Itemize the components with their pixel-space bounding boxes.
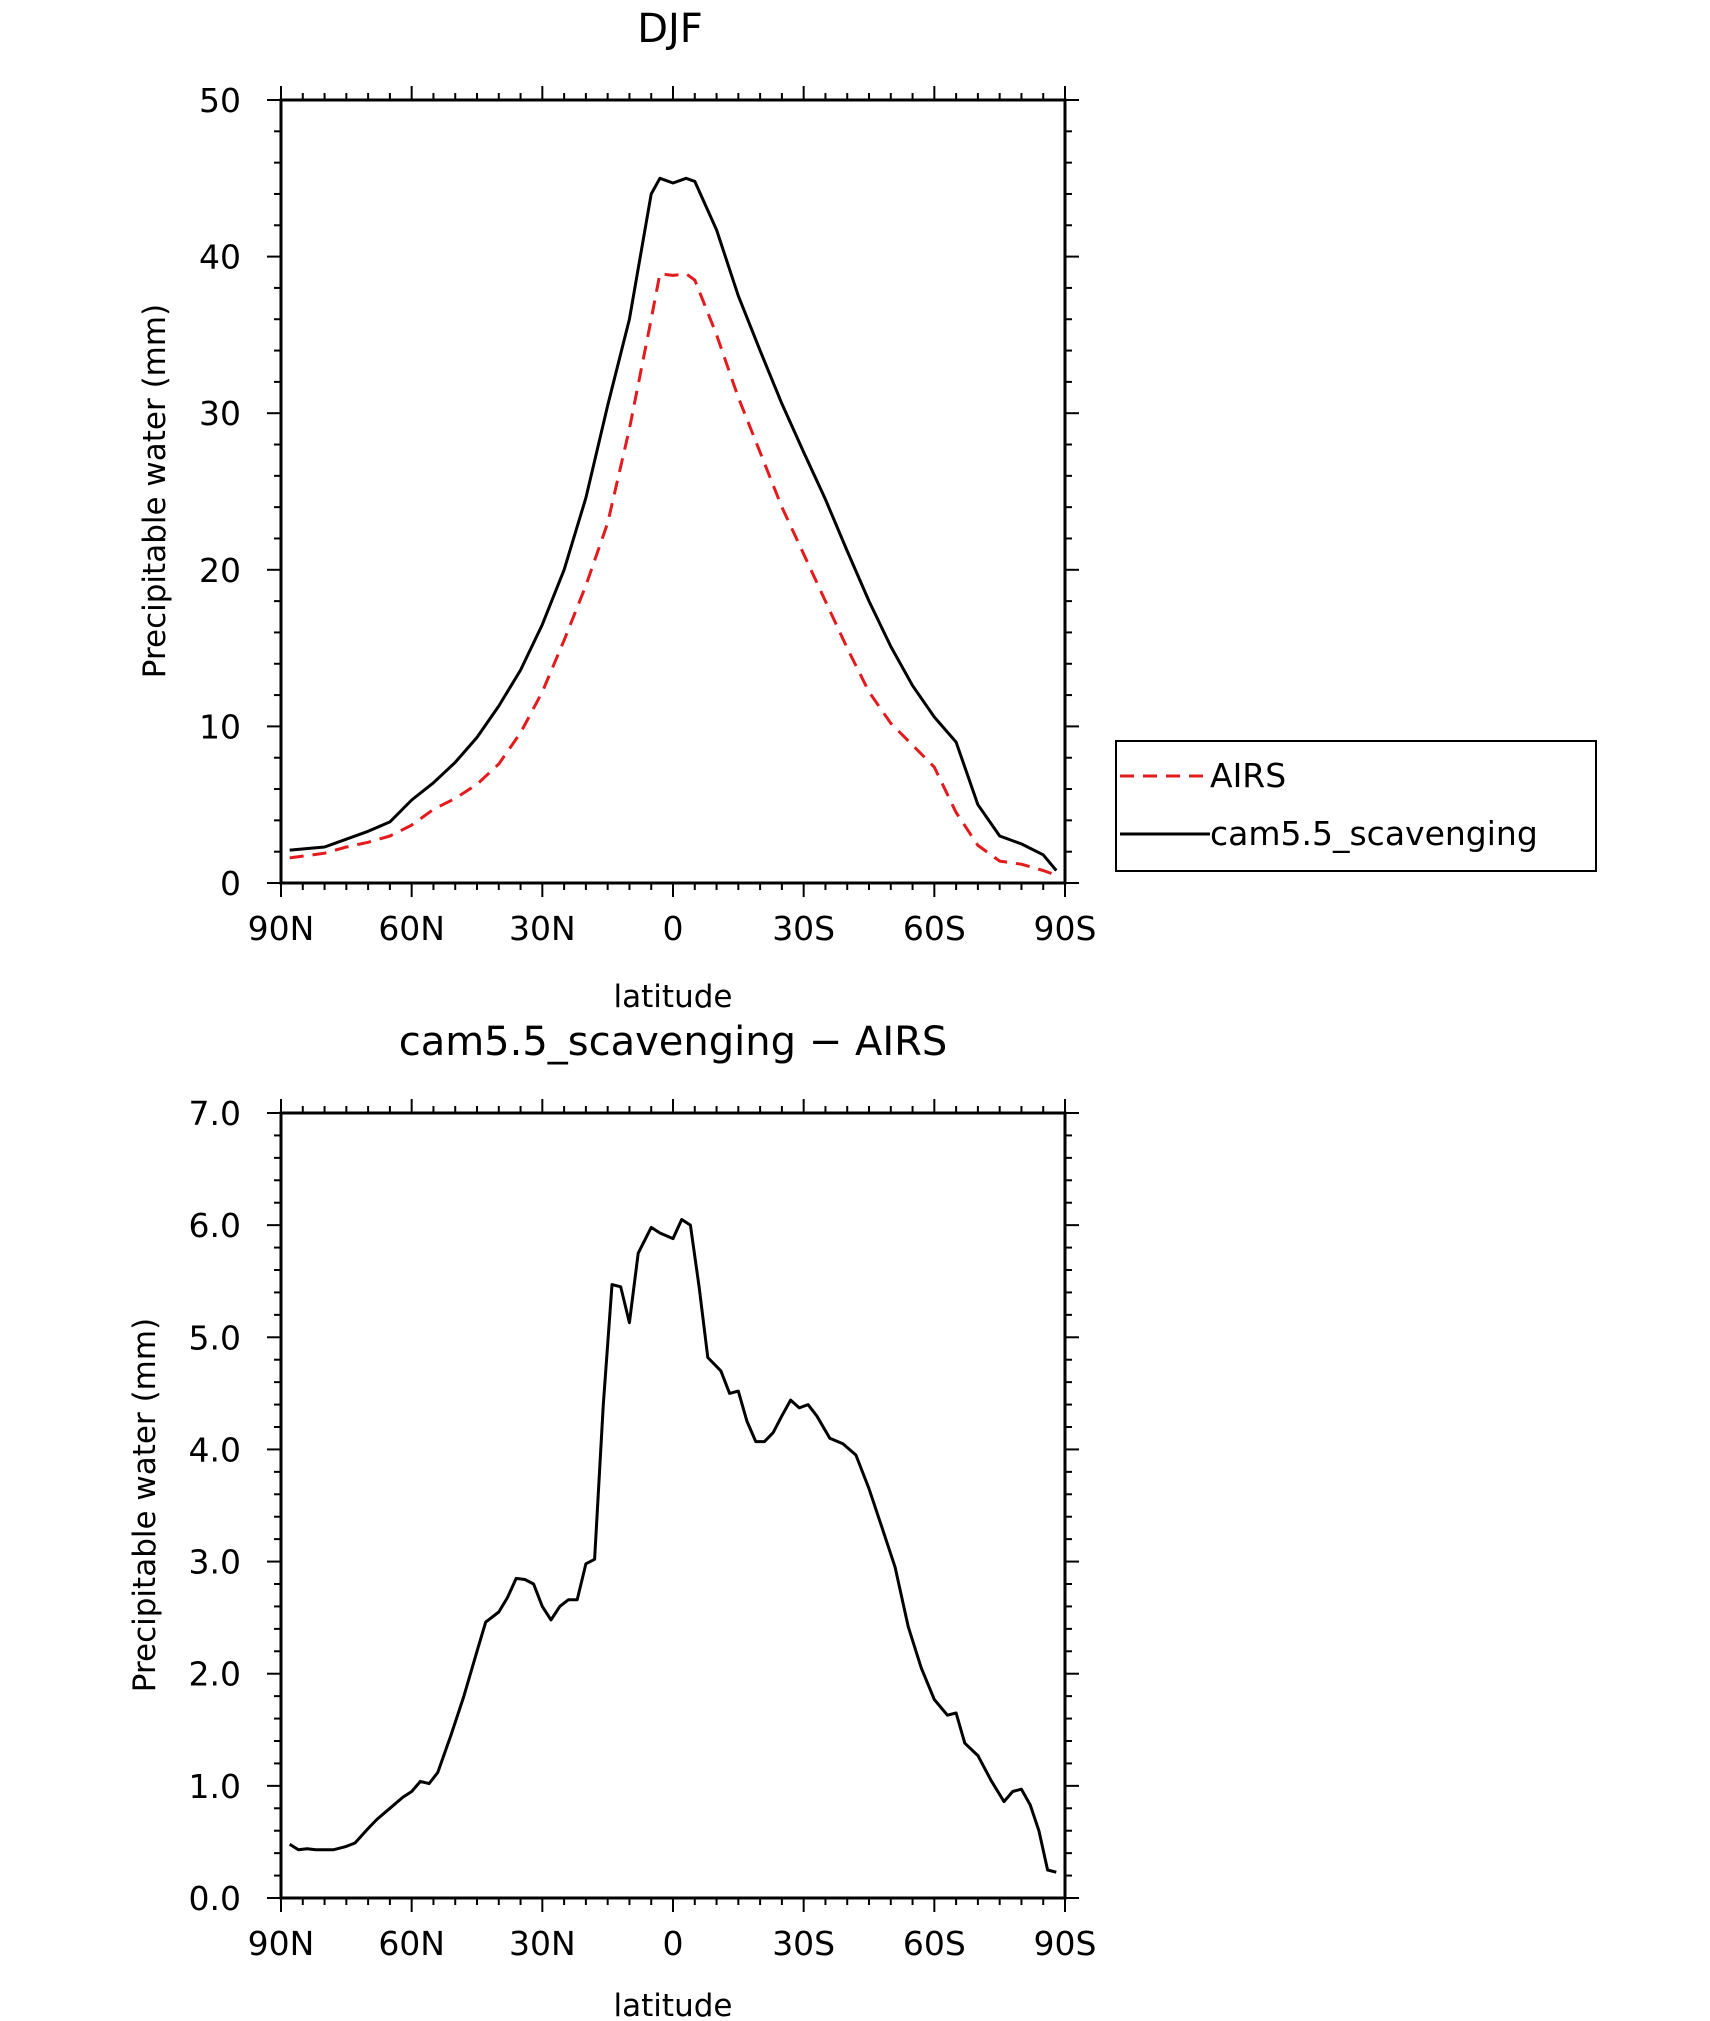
djf-plot-frame <box>279 98 1067 885</box>
y-tick-label: 10 <box>199 707 241 746</box>
x-tick-label: 60S <box>903 1924 966 1963</box>
y-tick-label: 40 <box>199 238 241 277</box>
series-line-cam5-5-scavenging <box>289 176 1058 872</box>
djf-ylabel: Precipitable water (mm) <box>137 304 173 678</box>
difference-tick-labels: 90N 60N 30N 0 30S 60S 90S 0.0 1.0 2.0 3.0 4.0 5.0 6.0… <box>189 1094 1097 1963</box>
difference-ylabel: Precipitable water (mm) <box>127 1318 163 1692</box>
legend-label-airs: AIRS <box>1210 756 1286 795</box>
x-tick-label: 90S <box>1034 909 1097 948</box>
x-tick-label: 90N <box>248 1924 315 1963</box>
y-tick-label: 20 <box>199 551 241 590</box>
y-tick-label: 3.0 <box>189 1543 241 1582</box>
y-tick-label: 7.0 <box>189 1094 241 1133</box>
difference-ticks <box>267 1099 1079 1912</box>
x-tick-label: 0 <box>663 909 684 948</box>
x-tick-label: 90N <box>248 909 315 948</box>
x-tick-label: 30N <box>509 909 576 948</box>
x-tick-label: 30S <box>772 1924 835 1963</box>
y-tick-label: 50 <box>199 81 241 120</box>
y-tick-label: 0.0 <box>189 1879 241 1918</box>
x-tick-label: 90S <box>1034 1924 1097 1963</box>
y-tick-label: 2.0 <box>189 1655 241 1694</box>
difference-series <box>288 1218 1057 1874</box>
difference-panel: cam5.5_scavenging − AIRS 90N 60N 30N 0 30S 60… <box>127 1019 1096 2021</box>
x-tick-label: 30N <box>509 1924 576 1963</box>
djf-panel: DJF 90N 60N 30N 0 30S 60S 90S 0 10 20 30 40 50 latit… <box>137 6 1096 1015</box>
djf-title: DJF <box>637 6 703 52</box>
legend: AIRS cam5.5_scavenging <box>1115 740 1597 872</box>
x-tick-label: 60N <box>378 909 445 948</box>
y-tick-label: 4.0 <box>189 1430 241 1469</box>
y-tick-label: 30 <box>199 394 241 433</box>
legend-box <box>1115 740 1597 872</box>
x-tick-label: 30S <box>772 909 835 948</box>
djf-xlabel: latitude <box>614 979 733 1015</box>
difference-title: cam5.5_scavenging − AIRS <box>399 1019 948 1065</box>
legend-label-cam: cam5.5_scavenging <box>1210 814 1538 853</box>
difference-xlabel: latitude <box>614 1988 733 2021</box>
x-tick-label: 60N <box>378 1924 445 1963</box>
djf-tick-labels: 90N 60N 30N 0 30S 60S 90S 0 10 20 30 40 50 <box>199 81 1096 948</box>
series-line-airs <box>289 272 1057 877</box>
y-tick-label: 0 <box>220 864 241 903</box>
djf-series <box>289 176 1058 877</box>
difference-plot-frame <box>279 1111 1067 1900</box>
series-line-difference <box>288 1218 1057 1874</box>
y-tick-label: 6.0 <box>189 1206 241 1245</box>
x-tick-label: 0 <box>663 1924 684 1963</box>
y-tick-label: 1.0 <box>189 1767 241 1806</box>
djf-ticks <box>267 86 1079 897</box>
x-tick-label: 60S <box>903 909 966 948</box>
y-tick-label: 5.0 <box>189 1318 241 1357</box>
